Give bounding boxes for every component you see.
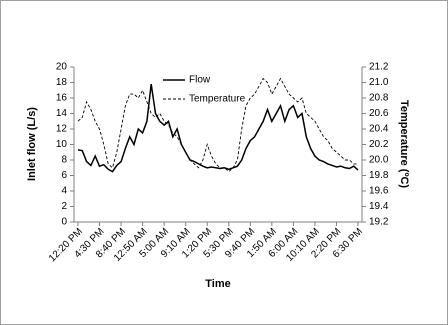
y-tick-label: 16	[56, 93, 68, 104]
legend-label: Temperature	[189, 94, 246, 105]
y-tick-label: 0	[61, 217, 67, 228]
y2-tick-label: 21.2	[369, 62, 389, 73]
x-axis-title: Time	[205, 278, 230, 290]
y2-tick-label: 19.4	[369, 201, 389, 212]
y-tick-label: 6	[61, 170, 67, 181]
y-tick-label: 14	[56, 108, 68, 119]
y2-tick-label: 20.8	[369, 93, 389, 104]
y-tick-label: 4	[61, 186, 67, 197]
y-tick-label: 20	[56, 62, 68, 73]
y-tick-label: 2	[61, 201, 67, 212]
y2-tick-label: 20.4	[369, 124, 389, 135]
y-tick-label: 18	[56, 77, 68, 88]
y2-tick-label: 20.6	[369, 108, 389, 119]
y2-tick-label: 20.2	[369, 139, 389, 150]
y2-tick-label: 19.6	[369, 186, 389, 197]
y-tick-label: 12	[56, 124, 68, 135]
y2-tick-label: 20.0	[369, 155, 389, 166]
series-line	[77, 77, 358, 173]
series-line	[77, 83, 359, 173]
legend-label: Flow	[189, 75, 211, 86]
y-axis-title: Inlet flow (L/s)	[26, 107, 38, 181]
y-tick-label: 10	[56, 139, 68, 150]
y-tick-label: 8	[61, 155, 67, 166]
y2-tick-label: 21.0	[369, 77, 389, 88]
y2-tick-label: 19.2	[369, 217, 389, 228]
y2-tick-label: 19.8	[369, 170, 389, 181]
y2-axis-title: Temperature (ºC)	[398, 100, 410, 188]
